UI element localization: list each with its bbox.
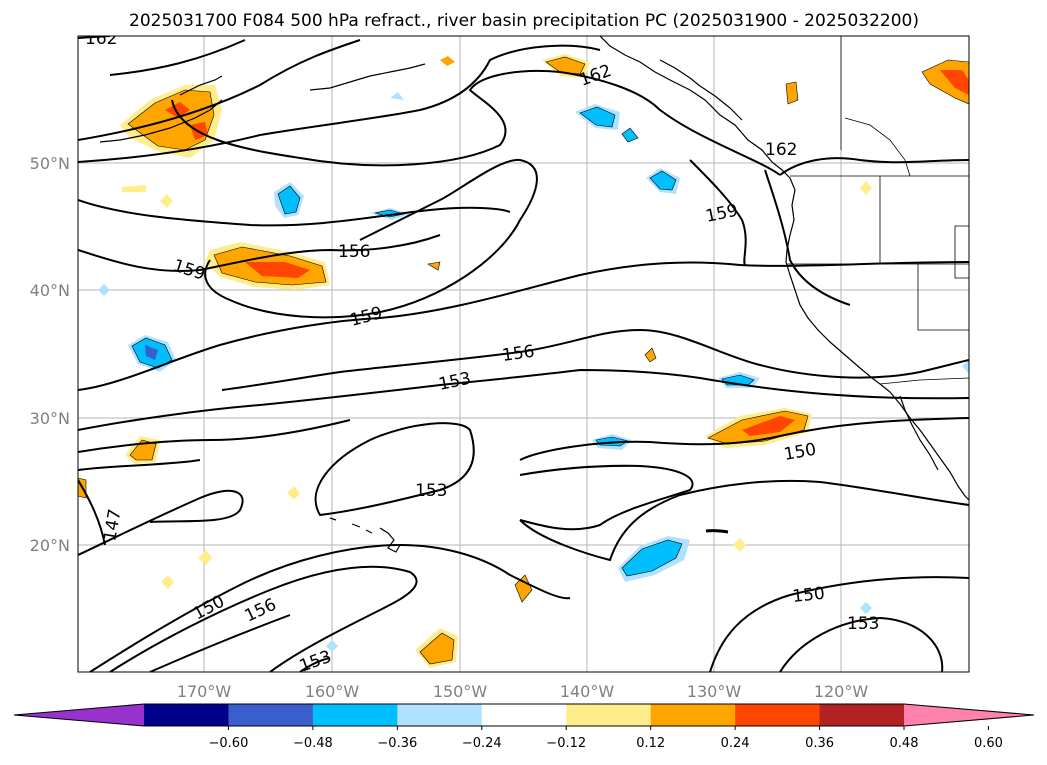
colorbar-segment: [481, 704, 567, 726]
contour-nw-arc: [109, 39, 246, 76]
figure-title: 2025031700 F084 500 hPa refract., river …: [129, 11, 919, 31]
longitude-labels: 170°W 160°W 150°W 140°W 130°W 120°W: [177, 682, 869, 701]
contour-162: [78, 44, 601, 163]
colorbar-tick-label: −0.12: [546, 736, 586, 751]
contour-150-south: [519, 479, 969, 562]
political-borders: [786, 36, 969, 385]
contour-label-156a: 156: [338, 242, 370, 262]
contour-label-156b: 156: [501, 342, 536, 366]
contour-label-150c: 150: [791, 584, 825, 607]
lon-label-130w: 130°W: [687, 682, 742, 701]
contour-small-dash: [705, 529, 729, 534]
map-frame: [77, 35, 970, 673]
positive-core-ne: [940, 70, 969, 95]
precip-anomaly-fields: [78, 54, 969, 668]
contour-159-south: [78, 261, 969, 391]
colorbar-extend-min: [14, 704, 144, 726]
colorbar-segment: [144, 704, 229, 726]
colorbar-tick-label: −0.48: [293, 736, 333, 751]
contour-label-153c: 153: [847, 614, 879, 634]
colorbar-tick-label: 0.12: [636, 736, 665, 751]
colorbar-segment: [228, 704, 314, 726]
lon-label-160w: 160°W: [305, 682, 360, 701]
contour-159-east: [689, 159, 747, 266]
colorbar-segment: [312, 704, 398, 726]
contour-159-north: [171, 69, 781, 176]
lat-label-40n: 40°N: [30, 281, 70, 300]
contour-label-162c: 162: [765, 140, 797, 160]
latitude-labels: 50°N 40°N 30°N 20°N: [30, 154, 70, 555]
map-panel: 162 162 162 159 159 159 156 156 156 153 …: [77, 29, 970, 673]
coast-alaska-peninsula: [309, 63, 426, 91]
positive-blob-156: [205, 242, 330, 290]
colorbar-tick-label: 0.36: [805, 736, 834, 751]
contour-aleutian-upper: [78, 39, 361, 141]
aleutian-islands: [99, 99, 223, 143]
colorbar-extend-max: [904, 704, 1034, 726]
contour-150-se: [709, 576, 969, 672]
contour-153-main: [78, 368, 969, 431]
hawaiian-islands: [379, 527, 401, 553]
colorbar-tick-label: 0.60: [974, 736, 1003, 751]
contour-150-west: [78, 459, 201, 471]
contour-153-loop: [314, 422, 475, 517]
lat-label-30n: 30°N: [30, 409, 70, 428]
contour-153-south-stub: [299, 657, 331, 672]
contour-156-south-lower: [109, 565, 418, 672]
colorbar-segment: [566, 704, 652, 726]
contour-159-mid: [78, 199, 511, 227]
lon-label-140w: 140°W: [560, 682, 615, 701]
contour-156-loop: [204, 158, 538, 319]
contour-156-north: [78, 234, 441, 272]
contour-153-west: [78, 419, 351, 453]
positive-blob-small-1: [514, 574, 533, 603]
coast-baja: [879, 383, 969, 501]
positive-blob-small-2: [785, 81, 799, 105]
contour-162-east: [779, 157, 969, 176]
coast-us-west: [785, 177, 881, 385]
colorbar-outline: [13, 703, 1035, 727]
colorbar: −0.60 −0.48 −0.36 −0.24 −0.12 0.12 0.24 0.36 0.4…: [13, 703, 1035, 751]
colorbar-segment: [397, 704, 483, 726]
colorbar-tick-label: −0.24: [462, 736, 502, 751]
lon-label-120w: 120°W: [814, 682, 869, 701]
contour-153-lower-w: [149, 614, 291, 672]
colorbar-tick-label: −0.36: [377, 736, 417, 751]
colorbar-segment: [650, 704, 736, 726]
lat-label-20n: 20°N: [30, 536, 70, 555]
refractivity-contours: [78, 36, 969, 672]
colorbar-tick-label: −0.60: [209, 736, 249, 751]
contour-150-lower: [89, 543, 571, 672]
lon-label-170w: 170°W: [177, 682, 232, 701]
coastlines: [99, 36, 969, 553]
contour-147: [78, 479, 106, 546]
contour-150-north: [519, 417, 969, 461]
contour-label-153b: 153: [415, 481, 447, 501]
colorbar-segment: [735, 704, 821, 726]
contour-156-south: [221, 328, 969, 391]
contour-label-162a: 162: [85, 29, 117, 49]
lon-label-150w: 150°W: [433, 682, 488, 701]
contour-150-inner: [519, 464, 694, 531]
lat-label-50n: 50°N: [30, 154, 70, 173]
contour-147-hook: [78, 489, 244, 556]
coast-alaska-bc: [599, 36, 791, 179]
colorbar-tick-label: 0.48: [890, 736, 919, 751]
contour-159-coast: [764, 169, 851, 306]
contour-153-se: [779, 616, 944, 672]
colorbar-segment: [819, 704, 905, 726]
colorbar-tick-label: 0.24: [721, 736, 750, 751]
border-us-mexico: [879, 377, 969, 385]
